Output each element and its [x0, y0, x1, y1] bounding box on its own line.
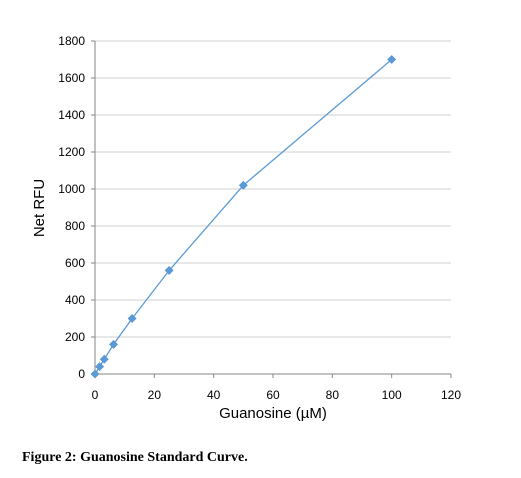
y-tick-label: 1800: [58, 34, 85, 48]
y-tick-label: 1400: [58, 108, 85, 122]
y-tick-label: 200: [65, 330, 85, 344]
data-point: [238, 180, 248, 190]
x-axis-ticks: 0 20 40 60 80 100 120: [92, 374, 461, 402]
y-tick-label: 1200: [58, 145, 85, 159]
data-point: [127, 314, 137, 323]
x-tick-label: 80: [326, 388, 340, 402]
gridlines: [95, 40, 451, 338]
data-point: [95, 362, 105, 372]
x-tick-label: 40: [207, 388, 221, 402]
data-point: [387, 55, 397, 64]
x-tick-label: 120: [441, 388, 461, 402]
x-tick-label: 0: [92, 388, 99, 402]
y-tick-label: 400: [65, 293, 85, 307]
x-tick-label: 100: [382, 388, 402, 402]
figure-caption: Figure 2: Guanosine Standard Curve.: [22, 450, 248, 465]
x-axis-title: Guanosine (µM): [219, 405, 327, 422]
data-point: [90, 369, 100, 379]
x-tick-label: 60: [266, 388, 280, 402]
y-tick-label: 0: [78, 367, 85, 381]
y-tick-label: 800: [65, 219, 85, 233]
data-point: [109, 339, 118, 349]
plot-area: [95, 41, 451, 374]
series-layer: [90, 55, 397, 379]
data-point: [164, 265, 174, 275]
y-tick-label: 1600: [58, 71, 85, 85]
x-tick-label: 20: [148, 388, 162, 402]
y-axis-title: Net RFU: [31, 179, 48, 237]
data-point: [99, 354, 109, 364]
y-tick-label: 1000: [58, 182, 85, 196]
y-tick-label: 600: [65, 256, 85, 270]
y-axis-ticks: 0 200 400 600 800 1000 1200 1400 1600 1800: [58, 34, 95, 381]
chart: 0 200 400 600 800 1000 1200 1400 1600 1800 0 20 40 6…: [31, 34, 461, 422]
